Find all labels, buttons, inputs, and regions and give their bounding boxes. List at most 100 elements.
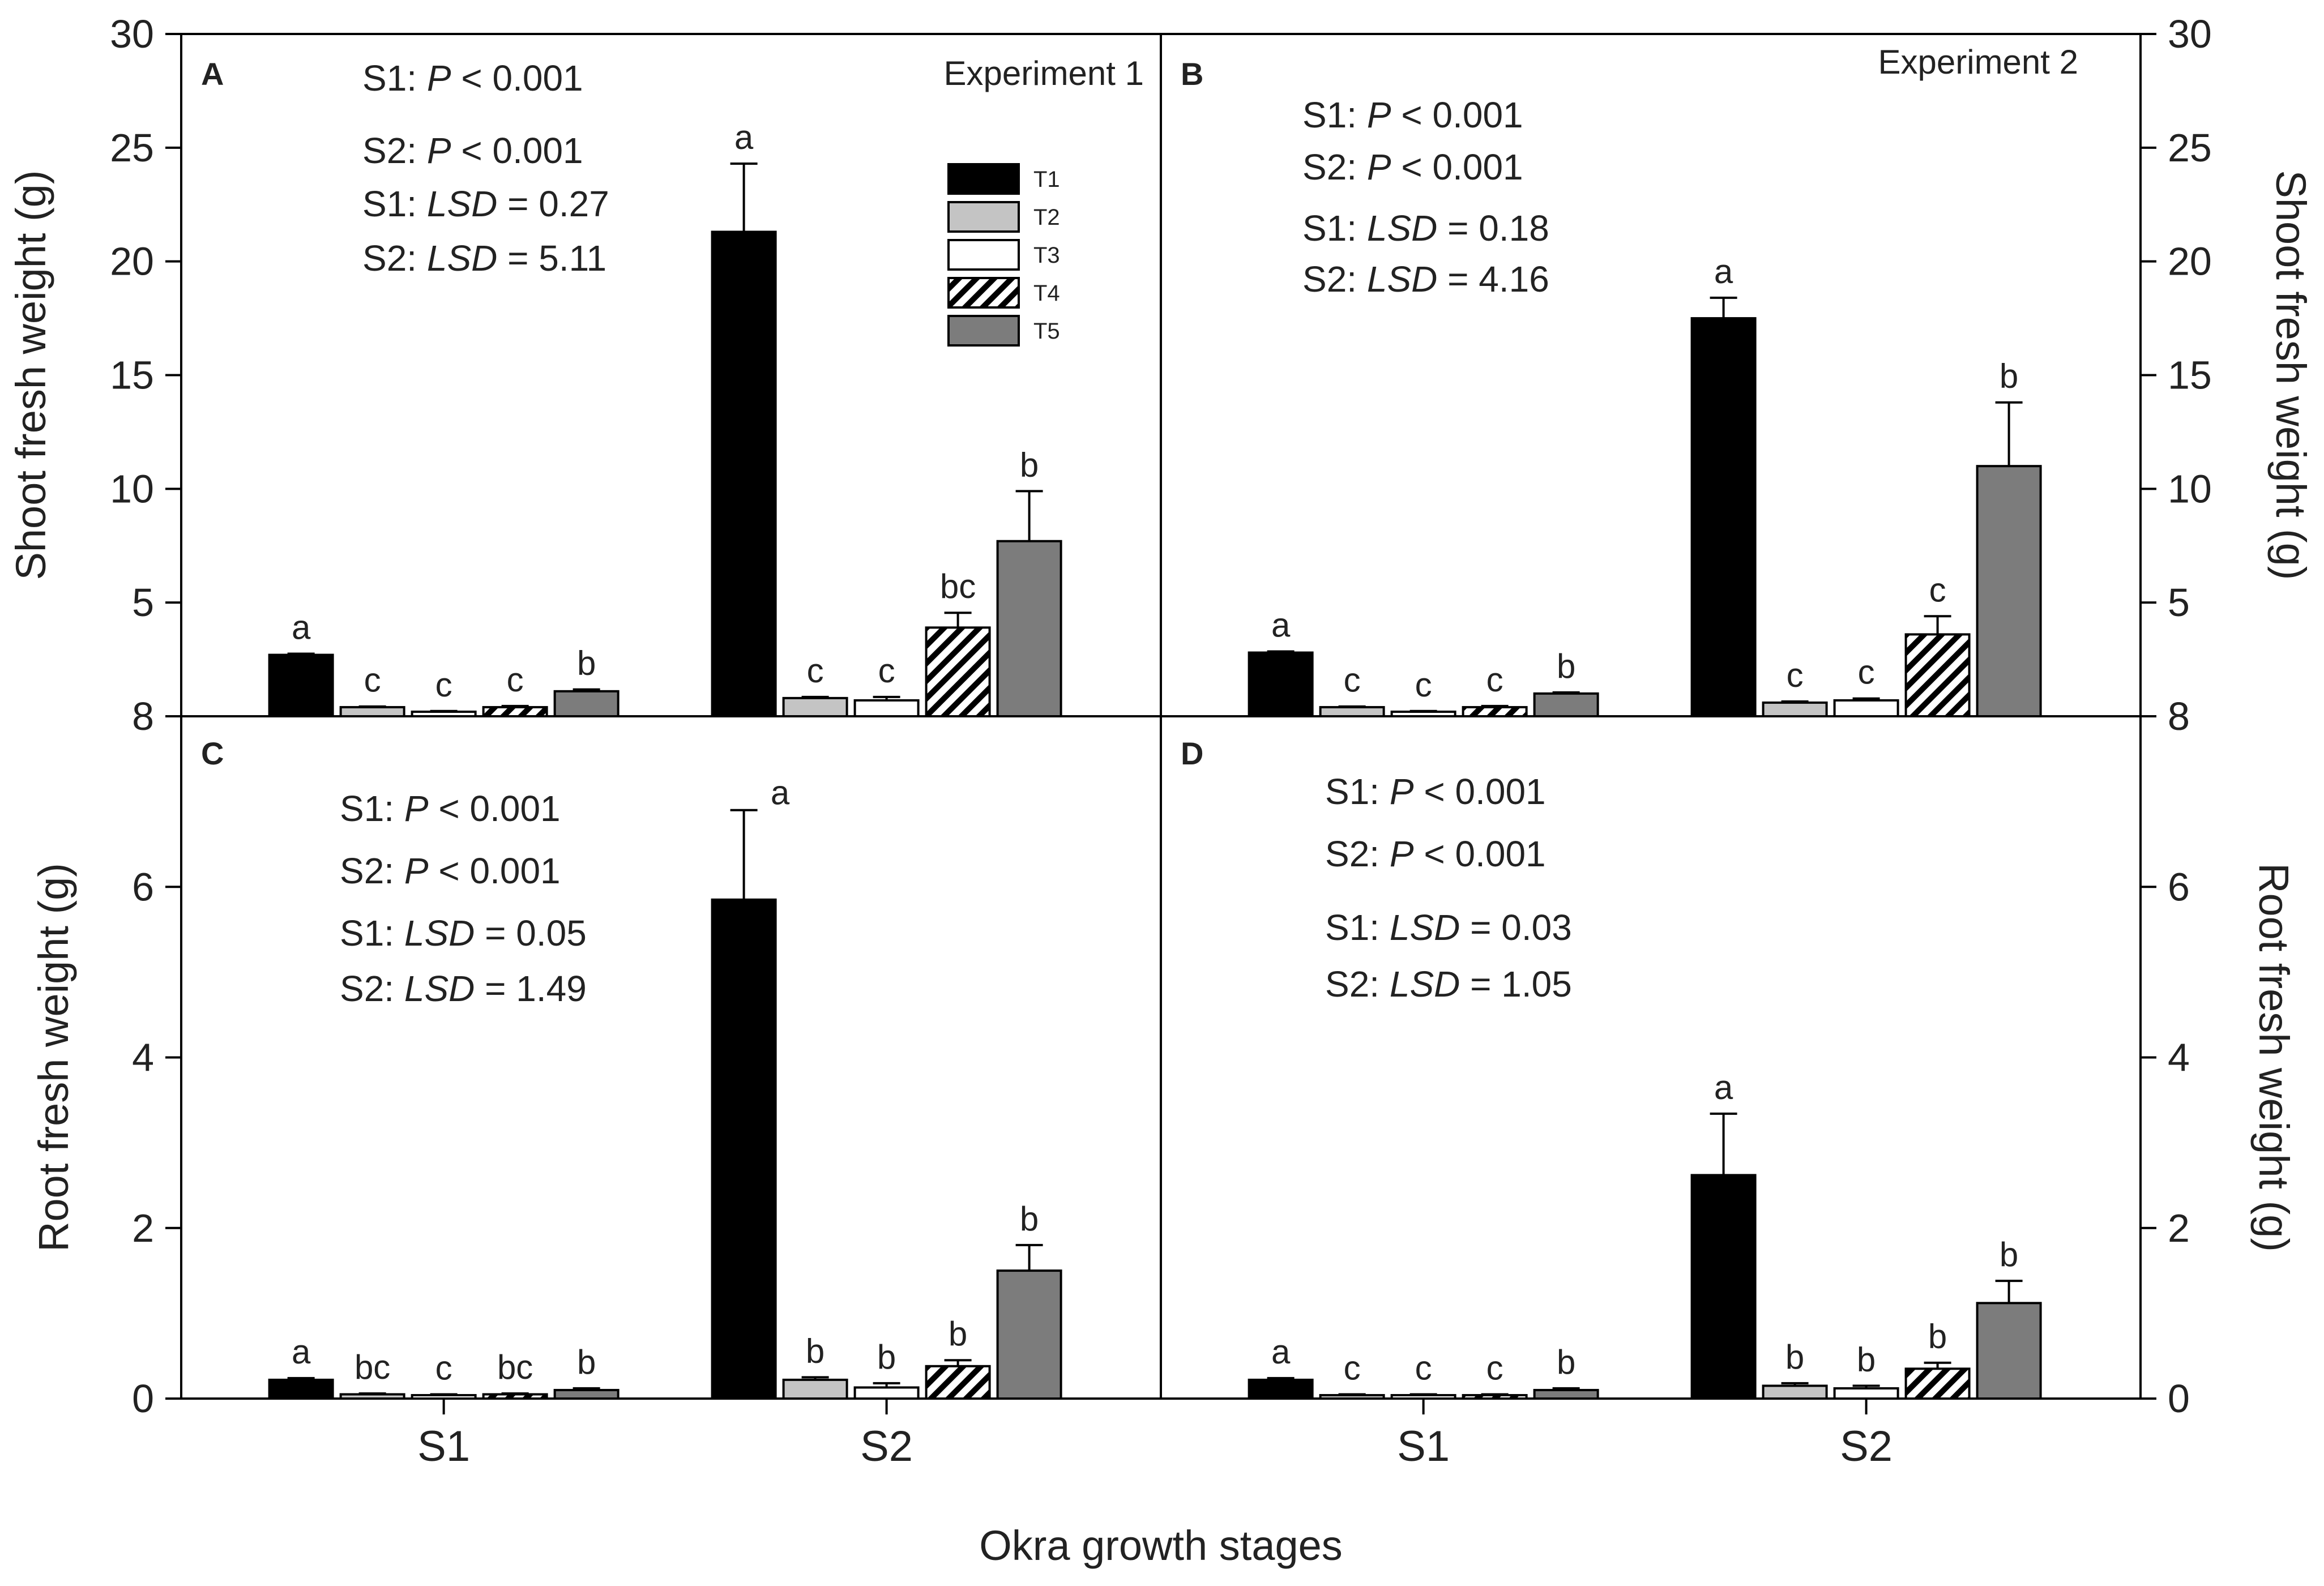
significance-letter: b (577, 644, 596, 682)
y-tick-label: 30 (2168, 12, 2212, 56)
bar-B-S2-T3 (1833, 699, 1899, 717)
stat-prefix: S1: (362, 58, 427, 99)
y-axis-title: Root fresh weight (g) (2250, 863, 2297, 1252)
bar-A-S1-T2 (339, 706, 405, 718)
stat-italic: LSD (427, 183, 498, 224)
y-tick-label: 30 (110, 12, 154, 56)
y-tick-label: 15 (2168, 353, 2212, 397)
stat-prefix: S1: (1325, 771, 1390, 812)
y-axis-title: Root fresh weight (g) (30, 863, 77, 1252)
stat-suffix: = 1.49 (475, 968, 587, 1009)
bar-A-S2-T1 (711, 230, 777, 717)
bar-C-S2-T3 (853, 1386, 920, 1400)
stat-italic: P (1390, 833, 1414, 874)
significance-letter: c (364, 661, 381, 699)
bar-B-S2-T1 (1690, 317, 1757, 717)
bar-B-S1-T5 (1533, 692, 1599, 718)
stat-suffix: < 0.001 (451, 130, 583, 171)
significance-letter: c (1929, 571, 1946, 609)
y-tick-label: 0 (132, 1376, 154, 1421)
significance-letter: b (1785, 1338, 1804, 1376)
x-tick-label: S1 (1397, 1422, 1450, 1470)
stat-italic: P (404, 788, 429, 829)
stat-suffix: = 5.11 (497, 238, 606, 279)
bar-A-S2-T5 (996, 540, 1062, 717)
stat-italic: LSD (1367, 259, 1438, 300)
stat-line: S2: LSD = 1.49 (340, 968, 587, 1009)
y-tick-label: 2 (132, 1206, 154, 1250)
stat-line: S2: LSD = 4.16 (1302, 259, 1549, 300)
x-tick-label: S2 (1840, 1422, 1892, 1470)
stat-line: S2: P < 0.001 (340, 850, 561, 891)
y-tick-label: 25 (2168, 126, 2212, 170)
stat-prefix: S2: (340, 968, 404, 1009)
bar-B-S1-T4 (1462, 706, 1528, 718)
stat-prefix: S1: (1325, 907, 1390, 948)
stat-italic: LSD (1390, 964, 1460, 1004)
panel-letter: D (1181, 736, 1203, 771)
significance-letter: c (1787, 656, 1804, 694)
stat-suffix: = 4.16 (1437, 259, 1549, 300)
stat-prefix: S2: (362, 238, 427, 279)
legend-label: T4 (1033, 281, 1060, 306)
stat-suffix: < 0.001 (1414, 833, 1546, 874)
experiment-label: Experiment 1 (944, 54, 1144, 92)
stat-italic: P (427, 130, 451, 171)
bar-C-S2-T5 (996, 1269, 1062, 1400)
x-tick-label: S2 (860, 1422, 913, 1470)
stat-italic: LSD (404, 913, 475, 954)
significance-letter: c (1858, 653, 1875, 691)
legend-swatch-T1 (947, 163, 1020, 195)
panel-letter: B (1181, 56, 1203, 92)
y-tick-label: 15 (110, 353, 154, 397)
y-tick-label: 20 (2168, 240, 2212, 284)
stat-suffix: < 0.001 (429, 788, 561, 829)
stat-italic: P (427, 58, 451, 99)
stat-prefix: S2: (362, 130, 427, 171)
bar-D-S2-T5 (1976, 1302, 2042, 1400)
significance-letter: a (1714, 253, 1733, 290)
y-tick-label: 8 (132, 694, 154, 738)
significance-letter: c (1486, 661, 1503, 699)
stat-line: S1: LSD = 0.27 (362, 183, 609, 224)
significance-letter: b (1557, 1343, 1575, 1381)
y-tick-label: 6 (132, 865, 154, 909)
bar-D-S2-T4 (1904, 1367, 1971, 1400)
bar-C-S2-T2 (782, 1378, 848, 1400)
stat-suffix: = 0.03 (1460, 907, 1572, 948)
significance-letter: c (1415, 666, 1432, 704)
stat-suffix: < 0.001 (1414, 771, 1546, 812)
significance-letter: c (1344, 1349, 1361, 1387)
bar-D-S2-T2 (1762, 1384, 1828, 1400)
stat-suffix: < 0.001 (1391, 147, 1523, 187)
stat-italic: LSD (1390, 907, 1460, 948)
stat-line: S2: P < 0.001 (362, 130, 583, 171)
y-tick-label: 4 (132, 1036, 154, 1080)
significance-letter: c (1486, 1349, 1503, 1387)
stat-line: S2: LSD = 1.05 (1325, 964, 1572, 1004)
bar-A-S1-T4 (482, 706, 548, 718)
bar-B-S1-T3 (1390, 710, 1456, 718)
bar-A-S1-T3 (411, 710, 477, 718)
stat-line: S2: P < 0.001 (1302, 147, 1523, 187)
bar-C-S1-T4 (482, 1393, 548, 1400)
significance-letter: b (1557, 647, 1575, 685)
bar-A-S1-T5 (553, 690, 620, 717)
y-tick-label: 8 (2168, 694, 2190, 738)
significance-letter: b (2000, 357, 2018, 395)
stat-italic: P (1390, 771, 1414, 812)
significance-letter: a (771, 774, 790, 812)
significance-letter: bc (497, 1348, 533, 1386)
legend-label: T5 (1033, 319, 1060, 344)
legend-label: T2 (1033, 205, 1060, 230)
stat-prefix: S1: (340, 913, 404, 954)
significance-letter: c (435, 1349, 452, 1387)
experiment-label: Experiment 2 (1878, 43, 2079, 81)
significance-letter: c (435, 666, 452, 704)
stat-italic: P (1367, 147, 1391, 187)
bar-C-S2-T1 (711, 898, 777, 1400)
bar-A-S2-T3 (853, 699, 920, 717)
stat-prefix: S2: (1325, 833, 1390, 874)
stat-italic: LSD (404, 968, 475, 1009)
